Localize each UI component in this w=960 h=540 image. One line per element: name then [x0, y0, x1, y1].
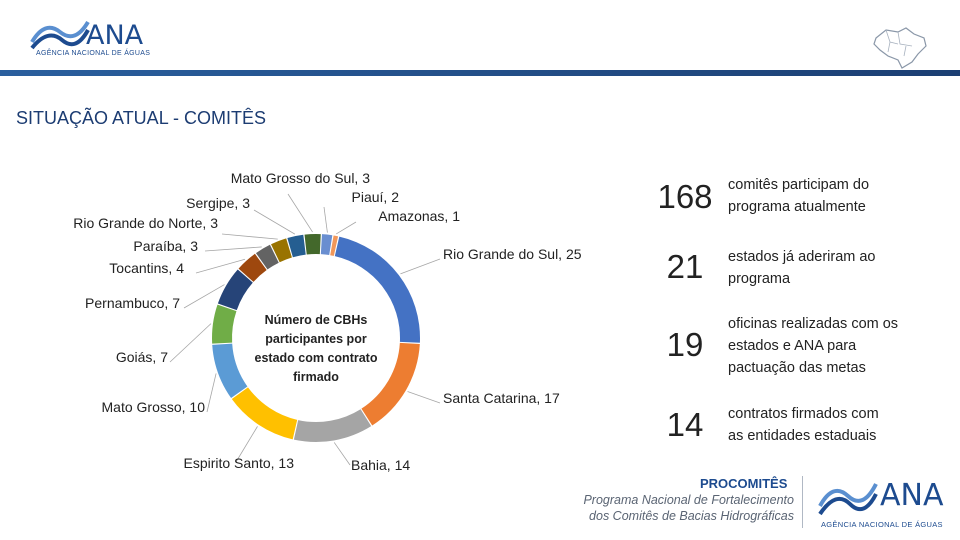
- stat-line: oficinas realizadas com os: [728, 316, 899, 332]
- donut-slice: [287, 234, 306, 258]
- leader-line: [204, 246, 262, 252]
- data-label: Mato Grosso do Sul, 3: [231, 170, 371, 186]
- stat-line: comitês participam do: [728, 177, 870, 193]
- footer-divider: [802, 476, 803, 528]
- donut-slice: [231, 387, 298, 440]
- donut-slice: [211, 304, 237, 344]
- data-label: Espirito Santo, 13: [183, 455, 294, 471]
- donut-slice: [255, 244, 279, 270]
- stat-line: programa: [728, 271, 791, 287]
- center-label: Número de CBHs: [265, 313, 368, 327]
- header-logo-subtitle: AGÊNCIA NACIONAL DE ÁGUAS: [36, 50, 151, 57]
- data-label: Rio Grande do Norte, 3: [73, 215, 218, 231]
- leader-line: [221, 233, 278, 240]
- center-label: estado com contrato: [255, 351, 378, 365]
- donut-slice: [361, 342, 420, 426]
- donut-slice: [320, 234, 333, 256]
- donut-slice: [304, 234, 321, 255]
- data-label: Goiás, 7: [116, 349, 168, 365]
- leader-line: [235, 426, 258, 463]
- stat-line: contratos firmados com: [728, 406, 879, 422]
- leader-line: [287, 193, 313, 233]
- center-label: firmado: [293, 370, 339, 384]
- donut-slice: [271, 238, 292, 263]
- data-label: Pernambuco, 7: [85, 295, 180, 311]
- data-label: Amazonas, 1: [378, 208, 460, 224]
- donut-slice: [238, 253, 267, 282]
- leader-line: [183, 284, 225, 309]
- stat-number: 21: [666, 248, 704, 285]
- data-label: Piauí, 2: [352, 189, 400, 205]
- donut-slice: [217, 269, 253, 311]
- leader-line: [333, 442, 351, 466]
- data-label: Mato Grosso, 10: [102, 399, 206, 415]
- stat-line: estados já aderiram ao: [728, 249, 876, 265]
- stat-line: as entidades estaduais: [728, 428, 877, 444]
- stat-line: programa atualmente: [728, 199, 866, 215]
- stat-line: estados e ANA para: [728, 338, 857, 354]
- stat-text: oficinas realizadas com os estados e ANA…: [728, 313, 953, 379]
- footer-program-line2: dos Comitês de Bacias Hidrográficas: [589, 509, 794, 523]
- leader-line: [206, 373, 217, 413]
- donut-slice: [212, 343, 248, 399]
- footer-logo-name: ANA: [880, 478, 944, 513]
- stat-number: 14: [666, 406, 704, 443]
- data-label: Bahia, 14: [351, 457, 410, 473]
- header-bar: [0, 70, 960, 76]
- footer-program-line1: Programa Nacional de Fortalecimento: [583, 493, 794, 507]
- leader-line: [253, 209, 296, 235]
- ana-logo-icon: [818, 483, 878, 516]
- footer-logo-subtitle: AGÊNCIA NACIONAL DE ÁGUAS: [821, 520, 943, 529]
- stat-number: 168: [657, 178, 713, 215]
- stat-line: pactuação das metas: [728, 360, 866, 376]
- leader-line: [400, 258, 441, 275]
- data-label: Sergipe, 3: [186, 195, 250, 211]
- leader-line: [407, 391, 441, 404]
- stat-text: comitês participam do programa atualment…: [728, 174, 953, 218]
- ana-logo-icon: [30, 20, 90, 50]
- leader-line: [195, 258, 246, 274]
- donut-chart: Rio Grande do Sul, 25 Santa Catarina, 17 B…: [73, 170, 582, 473]
- leader-line: [336, 221, 357, 235]
- header-logo-name: ANA: [86, 20, 144, 51]
- stat-number: 19: [666, 326, 704, 363]
- donut-slice: [293, 409, 372, 442]
- data-label: Santa Catarina, 17: [443, 390, 560, 406]
- stat-text: estados já aderiram ao programa: [728, 246, 953, 290]
- center-label: participantes por: [265, 332, 367, 346]
- donut-slice: [334, 236, 420, 343]
- brazil-map-icon: [873, 27, 927, 69]
- data-label: Tocantins, 4: [109, 260, 184, 276]
- data-label: Paraíba, 3: [133, 238, 198, 254]
- footer-program-name: PROCOMITÊS: [700, 476, 788, 491]
- stat-text: contratos firmados com as entidades esta…: [728, 403, 953, 447]
- leader-line: [323, 206, 328, 233]
- header: ANA AGÊNCIA NACIONAL DE ÁGUAS: [0, 0, 960, 76]
- data-label: Rio Grande do Sul, 25: [443, 246, 582, 262]
- donut-slice: [330, 235, 339, 256]
- leader-line: [169, 323, 212, 363]
- page-title: SITUAÇÃO ATUAL - COMITÊS: [16, 108, 267, 128]
